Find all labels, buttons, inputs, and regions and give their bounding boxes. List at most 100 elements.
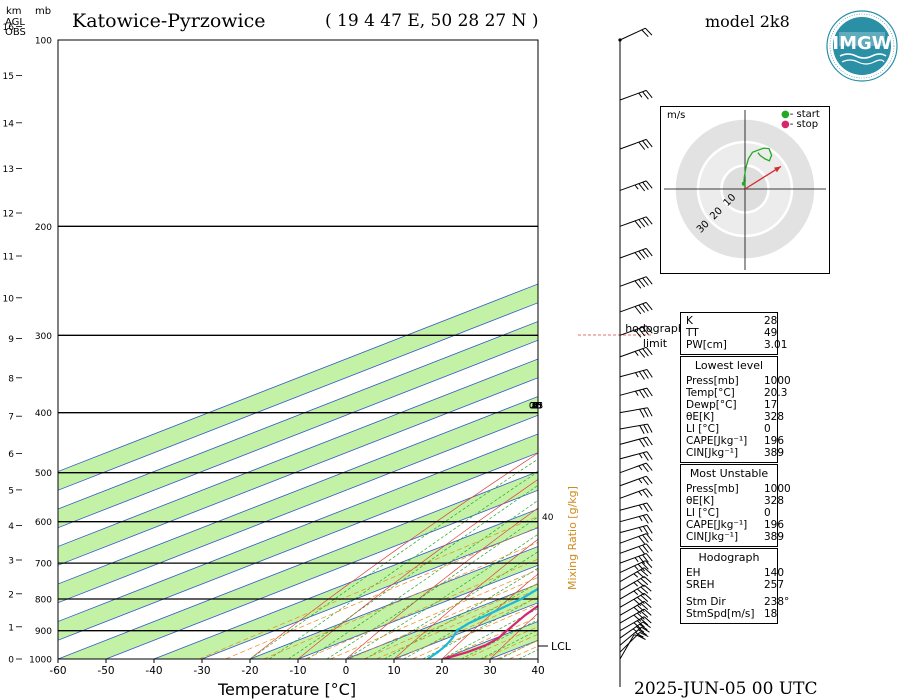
index-value: 0 — [764, 507, 771, 519]
moist-adiabat — [269, 471, 538, 659]
wind-barb-staff — [619, 502, 648, 511]
isotherm-band — [58, 433, 538, 641]
wind-barb-feather — [642, 489, 649, 498]
dry-adiabat — [826, 40, 910, 659]
x-tick-label: 30 — [483, 665, 496, 677]
indices-panel: K 28 TT 49 PW[cm] 3.01 Lowest level Press[mb]… — [680, 312, 791, 625]
logo-text: IMGW — [832, 33, 891, 54]
index-value: 20.3 — [764, 387, 788, 399]
index-name: EH — [686, 567, 701, 579]
wind-barb-feather — [635, 631, 644, 638]
lcl-label: LCL — [551, 640, 572, 653]
height-tick-label: 7 — [8, 413, 14, 423]
wind-barb-staff — [619, 621, 644, 639]
wind-barb-feather — [638, 141, 646, 150]
height-tick-label: 10 — [3, 294, 15, 304]
isotherm-line — [58, 377, 538, 566]
wind-barb-feather — [642, 326, 649, 335]
index-row: Temp[°C] 20.3 — [681, 387, 787, 399]
dry-adiabat — [874, 40, 910, 659]
index-name: Dewp[°C] — [686, 399, 737, 411]
wind-barb-feather — [641, 562, 649, 570]
hodograph-params-box: Hodograph EH 140 SREH 257 Stm Dir 238° StmSpd… — [680, 548, 789, 624]
wind-barb-half-feather — [633, 590, 639, 595]
wind-barb-feather — [645, 27, 653, 36]
wind-barb-feather — [642, 534, 649, 543]
wind-barb-feather — [638, 279, 646, 288]
wind-barb-feather — [645, 180, 653, 189]
wind-barb-feather — [646, 451, 653, 460]
index-name: Press[mb] — [686, 483, 739, 495]
index-row: LI [°C] 0 — [681, 423, 777, 435]
stop-legend-label: - stop — [789, 119, 819, 130]
wind-barb-feather — [646, 436, 653, 446]
wind-barb-feather — [643, 616, 652, 624]
pressure-tick-label: 800 — [35, 596, 52, 606]
index-row: θE[K] 328 — [681, 495, 784, 507]
wind-barb-feather — [642, 477, 649, 486]
stability-indices-box: K 28 TT 49 PW[cm] 3.01 — [680, 312, 787, 355]
wind-barb-half-feather — [633, 582, 639, 587]
x-tick-label: -40 — [145, 665, 162, 677]
index-value: 140 — [764, 567, 785, 579]
pressure-tick-label: 100 — [35, 37, 52, 47]
moist-adiabat — [422, 595, 538, 659]
wind-barb-half-feather — [638, 478, 643, 484]
index-row: PW[cm] 3.01 — [681, 339, 787, 351]
index-name: LI [°C] — [686, 423, 720, 435]
wind-barb-feather — [647, 407, 653, 417]
mixing-ratio-label: 15 — [530, 402, 541, 412]
index-row: Stm Dir 238° — [681, 596, 789, 608]
storm-motion-vector — [744, 165, 782, 190]
x-tick-label: -20 — [241, 665, 258, 677]
wind-barb-feather — [633, 622, 642, 630]
wind-barb-feather — [637, 563, 645, 572]
wind-barb-half-feather — [638, 527, 643, 533]
wind-barb-feather — [645, 488, 653, 497]
wind-barb-staff — [619, 407, 648, 414]
wind-barb-feather — [642, 452, 649, 461]
wind-barb-staff — [619, 475, 647, 487]
wind-barb-feather — [639, 623, 648, 631]
wind-barb-feather — [645, 325, 653, 334]
wind-barb-feather — [642, 303, 649, 312]
wind-barb-feather — [642, 388, 649, 398]
wind-barb-staff — [619, 462, 647, 474]
mixing-ratio-label: 10 — [530, 402, 542, 412]
wind-barb-staff — [619, 634, 635, 660]
wind-barb-feather — [645, 276, 653, 285]
index-row: SREH 257 — [681, 579, 784, 591]
wind-barb-half-feather — [635, 390, 639, 396]
hodograph-limit-label: hodograph limit — [625, 322, 685, 350]
pressure-tick-label: 600 — [35, 518, 52, 528]
wind-barb-half-feather — [638, 465, 643, 471]
station-coordinates: ( 19 4 47 E, 50 28 27 N ) — [325, 11, 539, 31]
pressure-tick-label: 300 — [35, 332, 52, 342]
index-name: Stm Dir — [686, 596, 726, 608]
wind-barb-feather — [634, 329, 642, 338]
wind-barb-staff — [619, 301, 647, 313]
index-name: θE[K] — [686, 495, 715, 507]
wind-barb-feather — [638, 438, 645, 448]
wind-barb-staff — [619, 524, 648, 534]
pressure-tick-label: 700 — [35, 560, 52, 570]
wind-barb-feather — [643, 608, 652, 616]
hodograph-panel: 10 20 30 m/s ●- start ●- stop — [660, 106, 830, 274]
index-row: CAPE[Jkg⁻¹] 196 — [681, 435, 784, 447]
height-tick-label: 3 — [8, 557, 14, 567]
pressure-tick-label: 400 — [35, 409, 52, 419]
wind-barb-feather — [642, 249, 649, 258]
hodograph-start-legend: ●- start — [781, 109, 820, 120]
x-tick-label: -30 — [193, 665, 210, 677]
wind-barb-feather — [646, 514, 653, 523]
wind-barb-feather — [645, 302, 653, 311]
mixing-ratio-label: 3 — [533, 402, 539, 412]
wind-barb-half-feather — [632, 628, 638, 633]
wind-barb-feather — [645, 90, 653, 99]
lowest-level-title: Lowest level — [694, 359, 764, 372]
index-row: Press[mb] 1000 — [681, 483, 791, 495]
index-row: Press[mb] 1000 — [681, 375, 791, 387]
mixing-ratio-label: 5 — [533, 402, 539, 412]
wind-barb-feather — [636, 634, 646, 640]
moist-adiabat — [384, 567, 538, 659]
